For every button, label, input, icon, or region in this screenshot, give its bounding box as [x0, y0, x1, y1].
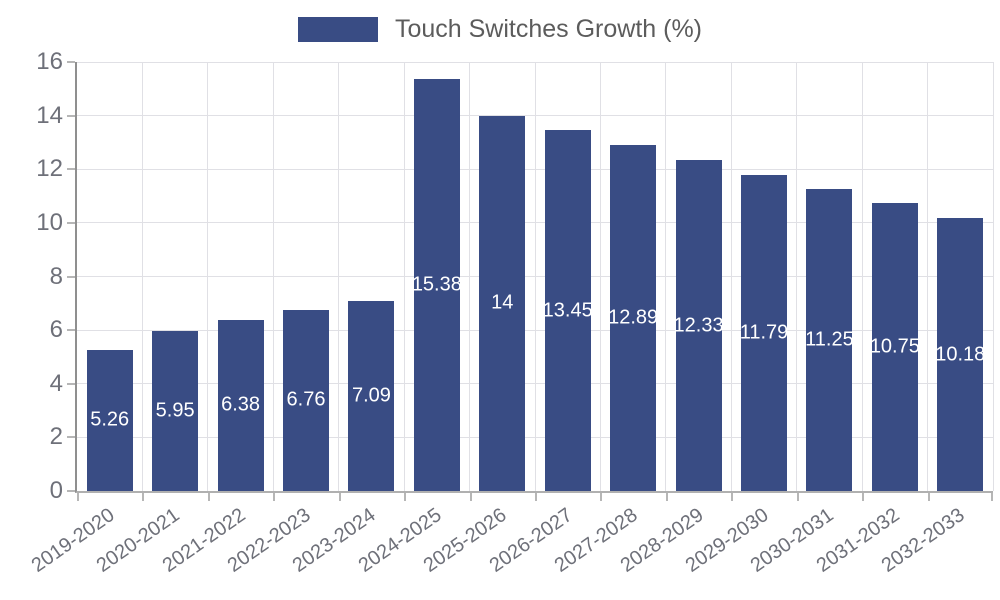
bar[interactable]: 13.45: [542, 130, 593, 491]
y-axis-tick: [67, 61, 75, 63]
bar-value-label: 10.75: [869, 335, 920, 358]
x-axis-tick: [862, 493, 865, 501]
x-axis-tick: [142, 493, 145, 501]
x-axis-tick: [338, 493, 341, 501]
bar[interactable]: 11.25: [805, 189, 854, 491]
bar[interactable]: 10.75: [869, 202, 920, 491]
x-axis-tick: [796, 493, 799, 501]
legend-item[interactable]: Touch Switches Growth (%): [297, 15, 703, 44]
bar[interactable]: 12.33: [673, 160, 724, 491]
bar-value-label: 5.26: [90, 408, 130, 431]
bar[interactable]: 12.89: [608, 145, 659, 491]
y-axis-label: 8: [49, 262, 63, 290]
bar[interactable]: 15.38: [411, 78, 462, 491]
y-axis-label: 4: [49, 369, 63, 397]
gridline-vertical: [534, 62, 536, 491]
bar-value-label: 10.18: [935, 343, 986, 366]
x-axis-label: 2028-2029: [616, 504, 708, 577]
y-axis-label: 12: [36, 155, 63, 183]
gridline-vertical: [599, 62, 601, 491]
gridline-vertical: [861, 62, 863, 491]
x-axis-tick: [207, 493, 210, 501]
x-axis-tick: [731, 493, 734, 501]
gridline-vertical: [665, 62, 667, 491]
bar[interactable]: 11.79: [739, 174, 789, 491]
y-axis-label: 2: [49, 423, 63, 451]
y-axis-label: 0: [49, 477, 63, 504]
y-axis-tick: [67, 168, 75, 171]
bar-value-label: 11.79: [739, 321, 789, 344]
x-axis-label: 2024-2025: [354, 504, 446, 577]
gridline-vertical: [141, 62, 143, 491]
y-axis-tick: [67, 490, 75, 492]
x-axis-label: 2026-2027: [485, 504, 577, 577]
x-axis-label: 2021-2022: [158, 504, 250, 577]
y-axis-label: 16: [36, 48, 63, 75]
x-axis-tick: [665, 493, 668, 501]
x-axis-tick: [927, 493, 930, 501]
bar-value-label: 5.95: [155, 399, 195, 422]
bar[interactable]: 10.18: [935, 218, 986, 491]
bar-value-label: 6.76: [286, 388, 326, 411]
gridline-vertical: [730, 62, 732, 491]
legend: Touch Switches Growth (%): [0, 15, 1000, 44]
y-axis-label: 14: [36, 101, 63, 129]
y-axis-label: 6: [49, 316, 63, 344]
x-axis-tick: [77, 493, 79, 501]
bar-value-label: 7.09: [351, 384, 391, 407]
x-axis-tick: [535, 493, 537, 501]
bar[interactable]: 6.76: [283, 309, 329, 491]
bar[interactable]: 6.38: [217, 319, 264, 491]
x-axis-label: 2023-2024: [289, 504, 381, 577]
gridline-vertical: [992, 62, 994, 491]
x-axis-tick: [600, 493, 603, 501]
gridline-vertical: [796, 62, 798, 491]
gridline-vertical: [207, 62, 209, 491]
bar-value-label: 13.45: [542, 299, 593, 322]
legend-label: Touch Switches Growth (%): [394, 15, 703, 43]
x-axis-label: 2030-2031: [747, 504, 839, 577]
y-axis-tick: [67, 275, 75, 278]
bar[interactable]: 5.95: [152, 331, 199, 491]
bar-value-label: 11.25: [805, 328, 854, 351]
y-axis-tick: [67, 382, 75, 385]
gridline-vertical: [469, 62, 471, 491]
bar[interactable]: 5.26: [86, 349, 133, 491]
bar-value-label: 14: [491, 291, 514, 314]
x-axis-tick: [404, 493, 407, 501]
gridline-vertical: [272, 62, 274, 491]
plot-area: 0 2 4 6 8 10 12 14 16 5.26 2019-2020 5.95 2020-2021 6…: [27, 48, 994, 577]
y-axis-tick: [67, 436, 75, 439]
gridline-vertical: [403, 62, 405, 491]
y-axis-label: 10: [36, 208, 63, 236]
bar-value-label: 15.38: [411, 273, 462, 296]
y-axis-tick: [67, 221, 75, 224]
gridline-vertical: [338, 62, 340, 491]
bar-value-label: 12.89: [608, 306, 659, 329]
y-axis-tick: [67, 114, 75, 117]
bar[interactable]: 7.09: [348, 300, 395, 491]
x-axis-tick: [273, 493, 276, 501]
x-axis-label: 2031-2032: [812, 504, 904, 577]
x-axis-tick: [469, 493, 472, 501]
bar-value-label: 6.38: [221, 393, 261, 416]
legend-swatch-icon: [297, 17, 378, 42]
y-axis-tick: [67, 329, 75, 332]
x-axis-tick: [991, 493, 993, 501]
bar-value-label: 12.33: [673, 314, 724, 337]
bar[interactable]: 14: [479, 115, 526, 491]
gridline-vertical: [927, 62, 929, 491]
